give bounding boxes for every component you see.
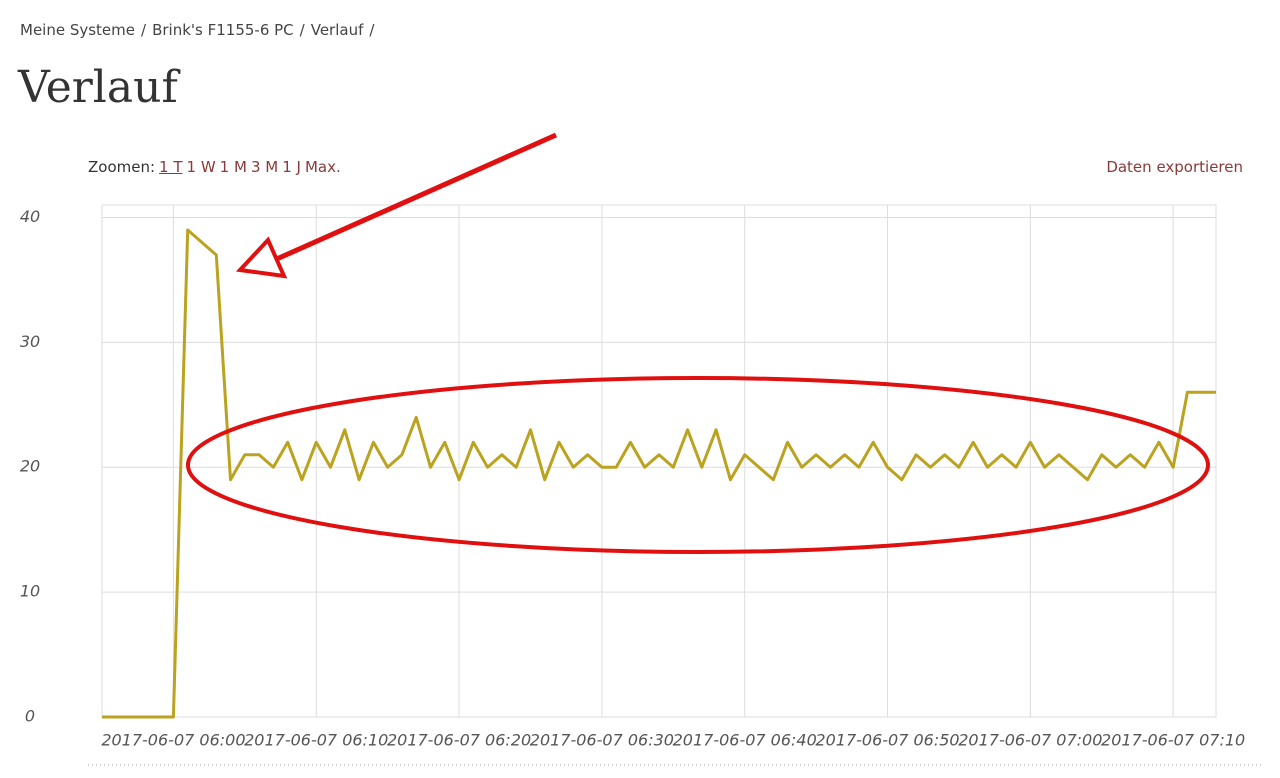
y-tick-label: 30 (20, 332, 40, 351)
export-link[interactable]: Daten exportieren (1106, 158, 1243, 176)
y-tick-label: 40 (20, 207, 40, 226)
annotation-arrowhead (235, 236, 288, 279)
page-title: Verlauf (18, 62, 178, 113)
x-tick-label: 2017-06-07 06:40 (673, 731, 817, 750)
zoom-option[interactable]: 1 J (282, 158, 301, 176)
plot-border (101, 204, 1217, 718)
x-tick-label: 2017-06-07 07:00 (958, 731, 1102, 750)
x-tick-label: 2017-06-07 06:10 (244, 731, 388, 750)
x-tick-label: 2017-06-07 07:10 (1101, 731, 1245, 750)
separator: / (299, 21, 305, 39)
y-tick-label: 10 (20, 582, 40, 601)
annotation-ellipse (186, 376, 1210, 554)
annotation-arrow (268, 132, 558, 265)
x-tick-label: 2017-06-07 06:20 (387, 731, 531, 750)
zoom-option[interactable]: Max. (304, 158, 341, 176)
separator: / (369, 21, 375, 39)
breadcrumb-link[interactable]: Verlauf (310, 21, 364, 39)
breadcrumb: Meine Systeme / Brink's F1155-6 PC / Verlauf… (20, 21, 380, 39)
zoom-label: Zoomen: (88, 158, 156, 176)
x-tick-label: 2017-06-07 06:00 (101, 731, 245, 750)
data-line (102, 228, 1216, 719)
y-tick-label: 20 (20, 457, 40, 476)
breadcrumb-link[interactable]: Brink's F1155-6 PC (152, 21, 294, 39)
separator: / (141, 21, 147, 39)
breadcrumb-link[interactable]: Meine Systeme (20, 21, 136, 39)
zoom-option[interactable]: 1 W (186, 158, 216, 176)
x-tick-label: 2017-06-07 06:30 (530, 731, 674, 750)
x-tick-label: 2017-06-07 06:50 (815, 731, 959, 750)
zoom-option[interactable]: 3 M (250, 158, 279, 176)
y-tick-label: 0 (25, 707, 35, 726)
zoom-option[interactable]: 1 M (219, 158, 247, 176)
zoom-option[interactable]: 1 T (159, 158, 183, 176)
